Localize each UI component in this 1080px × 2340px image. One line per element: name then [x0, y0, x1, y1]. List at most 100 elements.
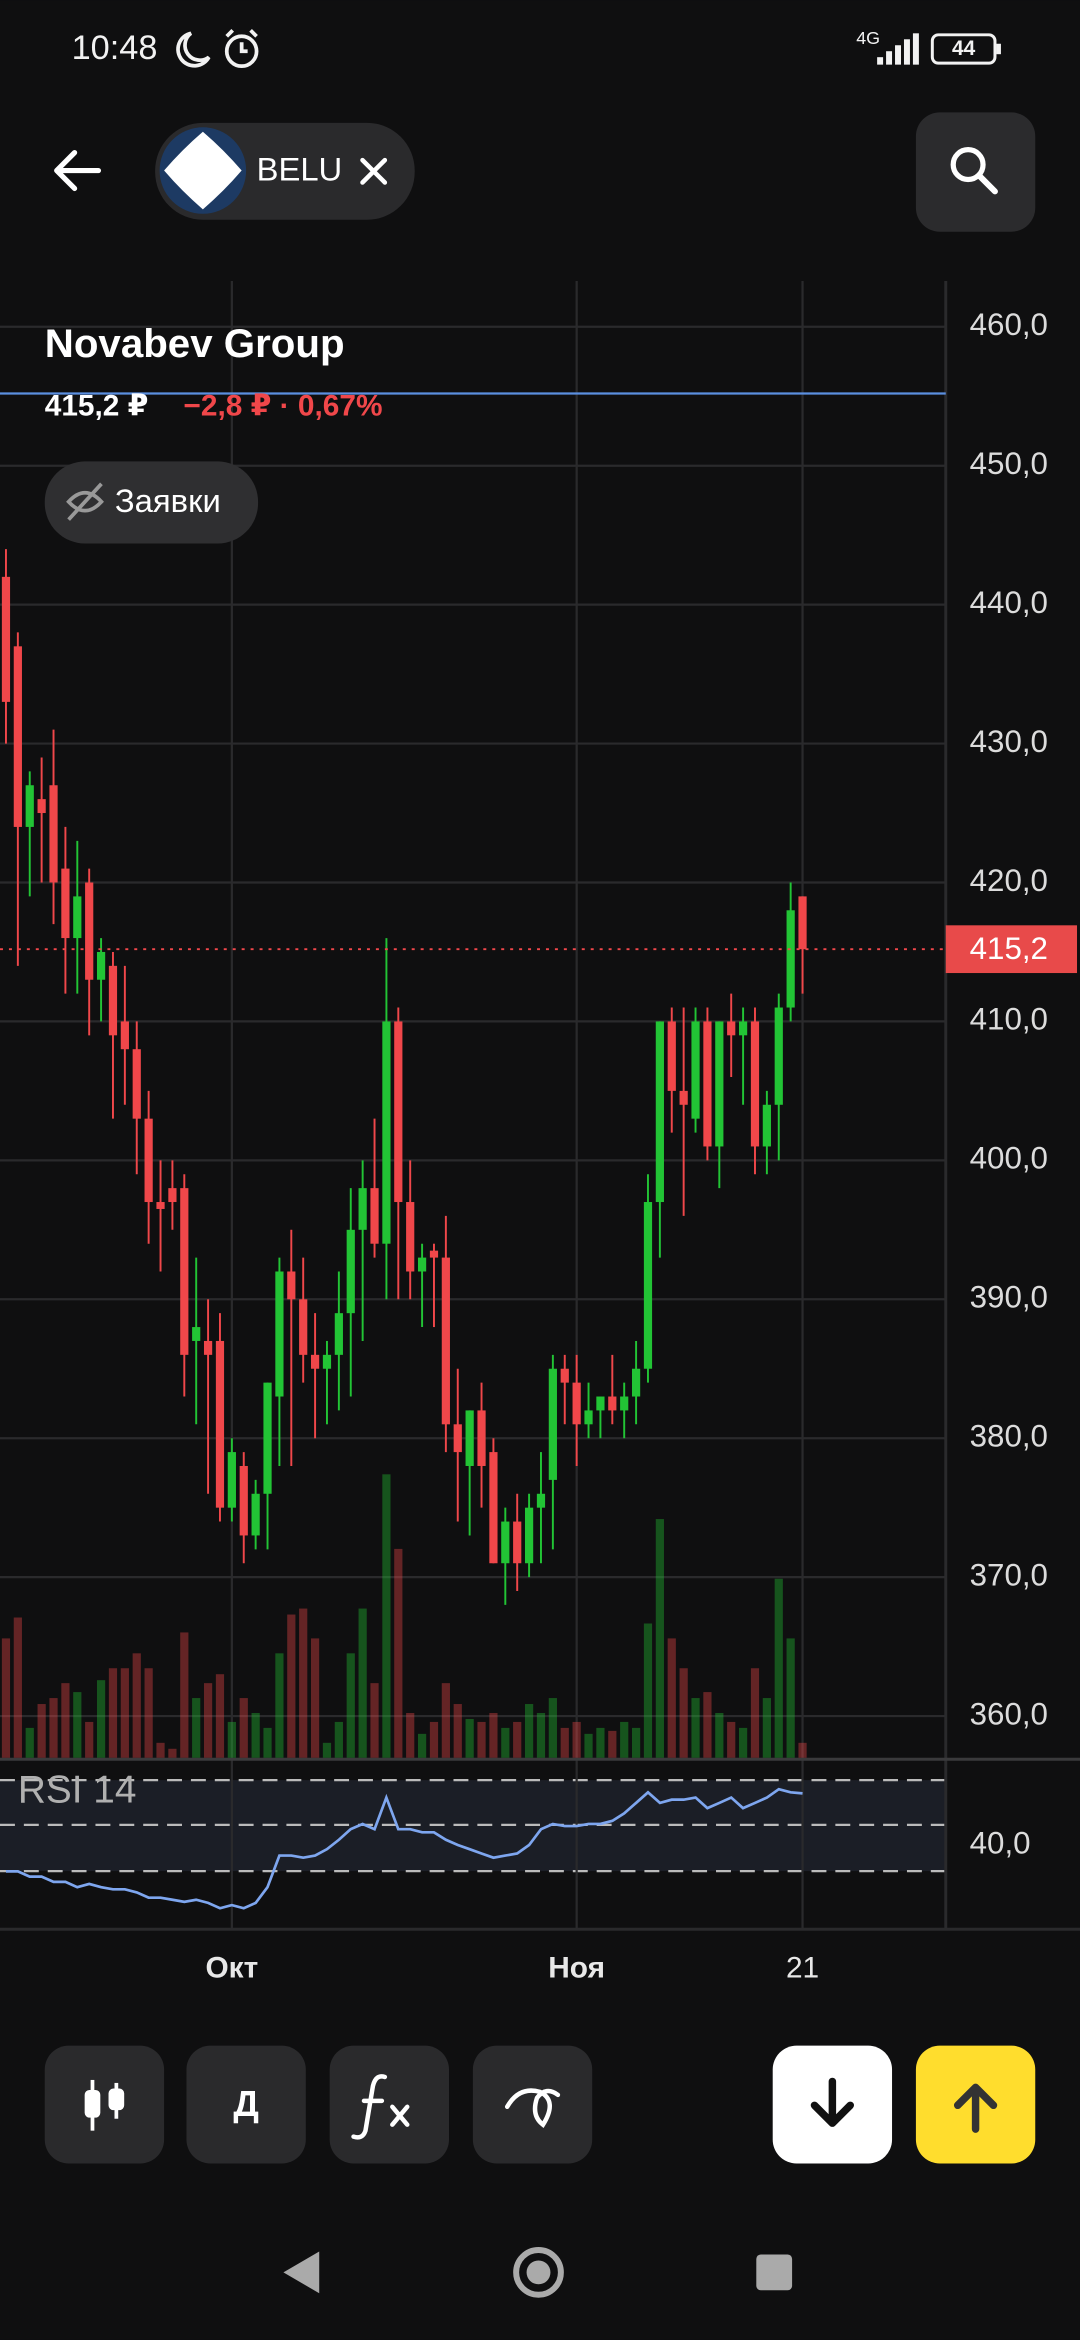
nav-recents[interactable] [756, 2254, 793, 2291]
volume-bar [513, 1721, 522, 1758]
volume-bar [715, 1712, 724, 1758]
candle-body [287, 1271, 296, 1300]
volume-bar [620, 1721, 629, 1758]
y-tick-label: 400,0 [970, 1141, 1048, 1176]
volume-bar [572, 1721, 581, 1758]
candle-body [489, 1452, 498, 1564]
nav-back[interactable] [283, 2251, 320, 2294]
search-button[interactable] [915, 112, 1036, 232]
candle-body [453, 1424, 462, 1453]
candle-body [560, 1368, 569, 1383]
volume-bar [370, 1683, 379, 1758]
volume-bar [132, 1653, 141, 1758]
battery-icon [930, 33, 997, 65]
chart-type-button[interactable] [44, 2045, 165, 2164]
volume-bar [394, 1548, 403, 1758]
candle-body [85, 882, 94, 980]
candle-body [275, 1271, 284, 1397]
volume-bar [548, 1698, 557, 1758]
period-button[interactable] [186, 2045, 306, 2164]
volume-bar [465, 1718, 474, 1758]
volume-bar [334, 1721, 343, 1758]
volume-bar [156, 1742, 165, 1758]
candle-body [596, 1396, 605, 1411]
volume-bar [120, 1668, 129, 1758]
candle-body [715, 1021, 724, 1147]
orders-label: Заявки [115, 482, 221, 519]
back-button[interactable] [54, 150, 102, 192]
battery-level: 44 [952, 37, 976, 60]
volume-bar [608, 1730, 617, 1758]
volume-bar [227, 1721, 236, 1758]
volume-bar [275, 1653, 284, 1758]
candle-body [608, 1396, 617, 1411]
nav-home[interactable] [513, 2247, 564, 2298]
y-tick-label: 390,0 [970, 1280, 1048, 1315]
candle-body [465, 1410, 474, 1466]
candle-body [429, 1250, 439, 1258]
volume-bar [429, 1721, 439, 1758]
candle-body [96, 951, 106, 980]
candle-body [667, 1021, 676, 1091]
volume-bar [85, 1721, 94, 1758]
period-label: Д [233, 2084, 259, 2124]
indicators-button[interactable] [329, 2045, 450, 2164]
volume-bar [73, 1692, 82, 1758]
volume-bar [1, 1638, 11, 1758]
candle-body [679, 1090, 688, 1105]
x-tick-label: Ноя [548, 1951, 605, 1984]
x-tick-label: Окт [205, 1951, 258, 1984]
candle-body [120, 1021, 129, 1050]
volume-bar [417, 1733, 427, 1758]
volume-bar [489, 1712, 498, 1758]
volume-bar [203, 1683, 213, 1758]
volume-bar [643, 1623, 653, 1758]
candle-body [798, 896, 807, 950]
candle-body [786, 910, 795, 1008]
volume-bar [655, 1519, 664, 1758]
volume-bar [667, 1638, 676, 1758]
volume-bar [477, 1721, 486, 1758]
sell-icon [810, 2077, 855, 2127]
candle-body [227, 1452, 236, 1508]
candle-body [263, 1382, 272, 1494]
candle-body [703, 1021, 712, 1147]
candle-body [524, 1507, 534, 1564]
candle-body [406, 1202, 415, 1272]
candle-body [1, 576, 11, 702]
candle-body [192, 1327, 201, 1341]
volume-bar [25, 1727, 34, 1758]
volume-bar [560, 1727, 569, 1758]
volume-bar [762, 1698, 771, 1758]
last-price-tag [945, 925, 1078, 974]
price-chart: 360,0 370,0 380,0 390,0 400,0 410,0 420,0 430,0… [0, 280, 1080, 1984]
volume-bar [441, 1683, 450, 1758]
candle-body [203, 1340, 213, 1355]
y-tick-label: 450,0 [970, 446, 1048, 481]
candle-body [49, 785, 58, 883]
alarm-icon-hands [225, 29, 258, 54]
y-tick-label: 460,0 [970, 307, 1048, 342]
candle-body [584, 1410, 593, 1425]
drawing-button[interactable] [472, 2045, 593, 2164]
candle-body [513, 1521, 522, 1564]
ticker-remove[interactable] [360, 157, 388, 185]
orders-button[interactable] [44, 461, 259, 544]
ticker-logo [164, 131, 242, 210]
instrument-change: −2,8 ₽ · 0,67% [183, 390, 382, 423]
volume-bar [679, 1668, 688, 1758]
candle-body [762, 1104, 771, 1147]
candle-body [310, 1354, 320, 1369]
candle-body [655, 1021, 664, 1203]
candle-body [358, 1188, 367, 1230]
dnd-icon [176, 31, 211, 68]
instrument-price: 415,2 ₽ [45, 390, 149, 423]
candle-body [620, 1396, 629, 1411]
candle-body [299, 1299, 308, 1355]
candle-body [501, 1521, 510, 1564]
candle-body [132, 1049, 141, 1119]
volume-bar [382, 1474, 391, 1758]
